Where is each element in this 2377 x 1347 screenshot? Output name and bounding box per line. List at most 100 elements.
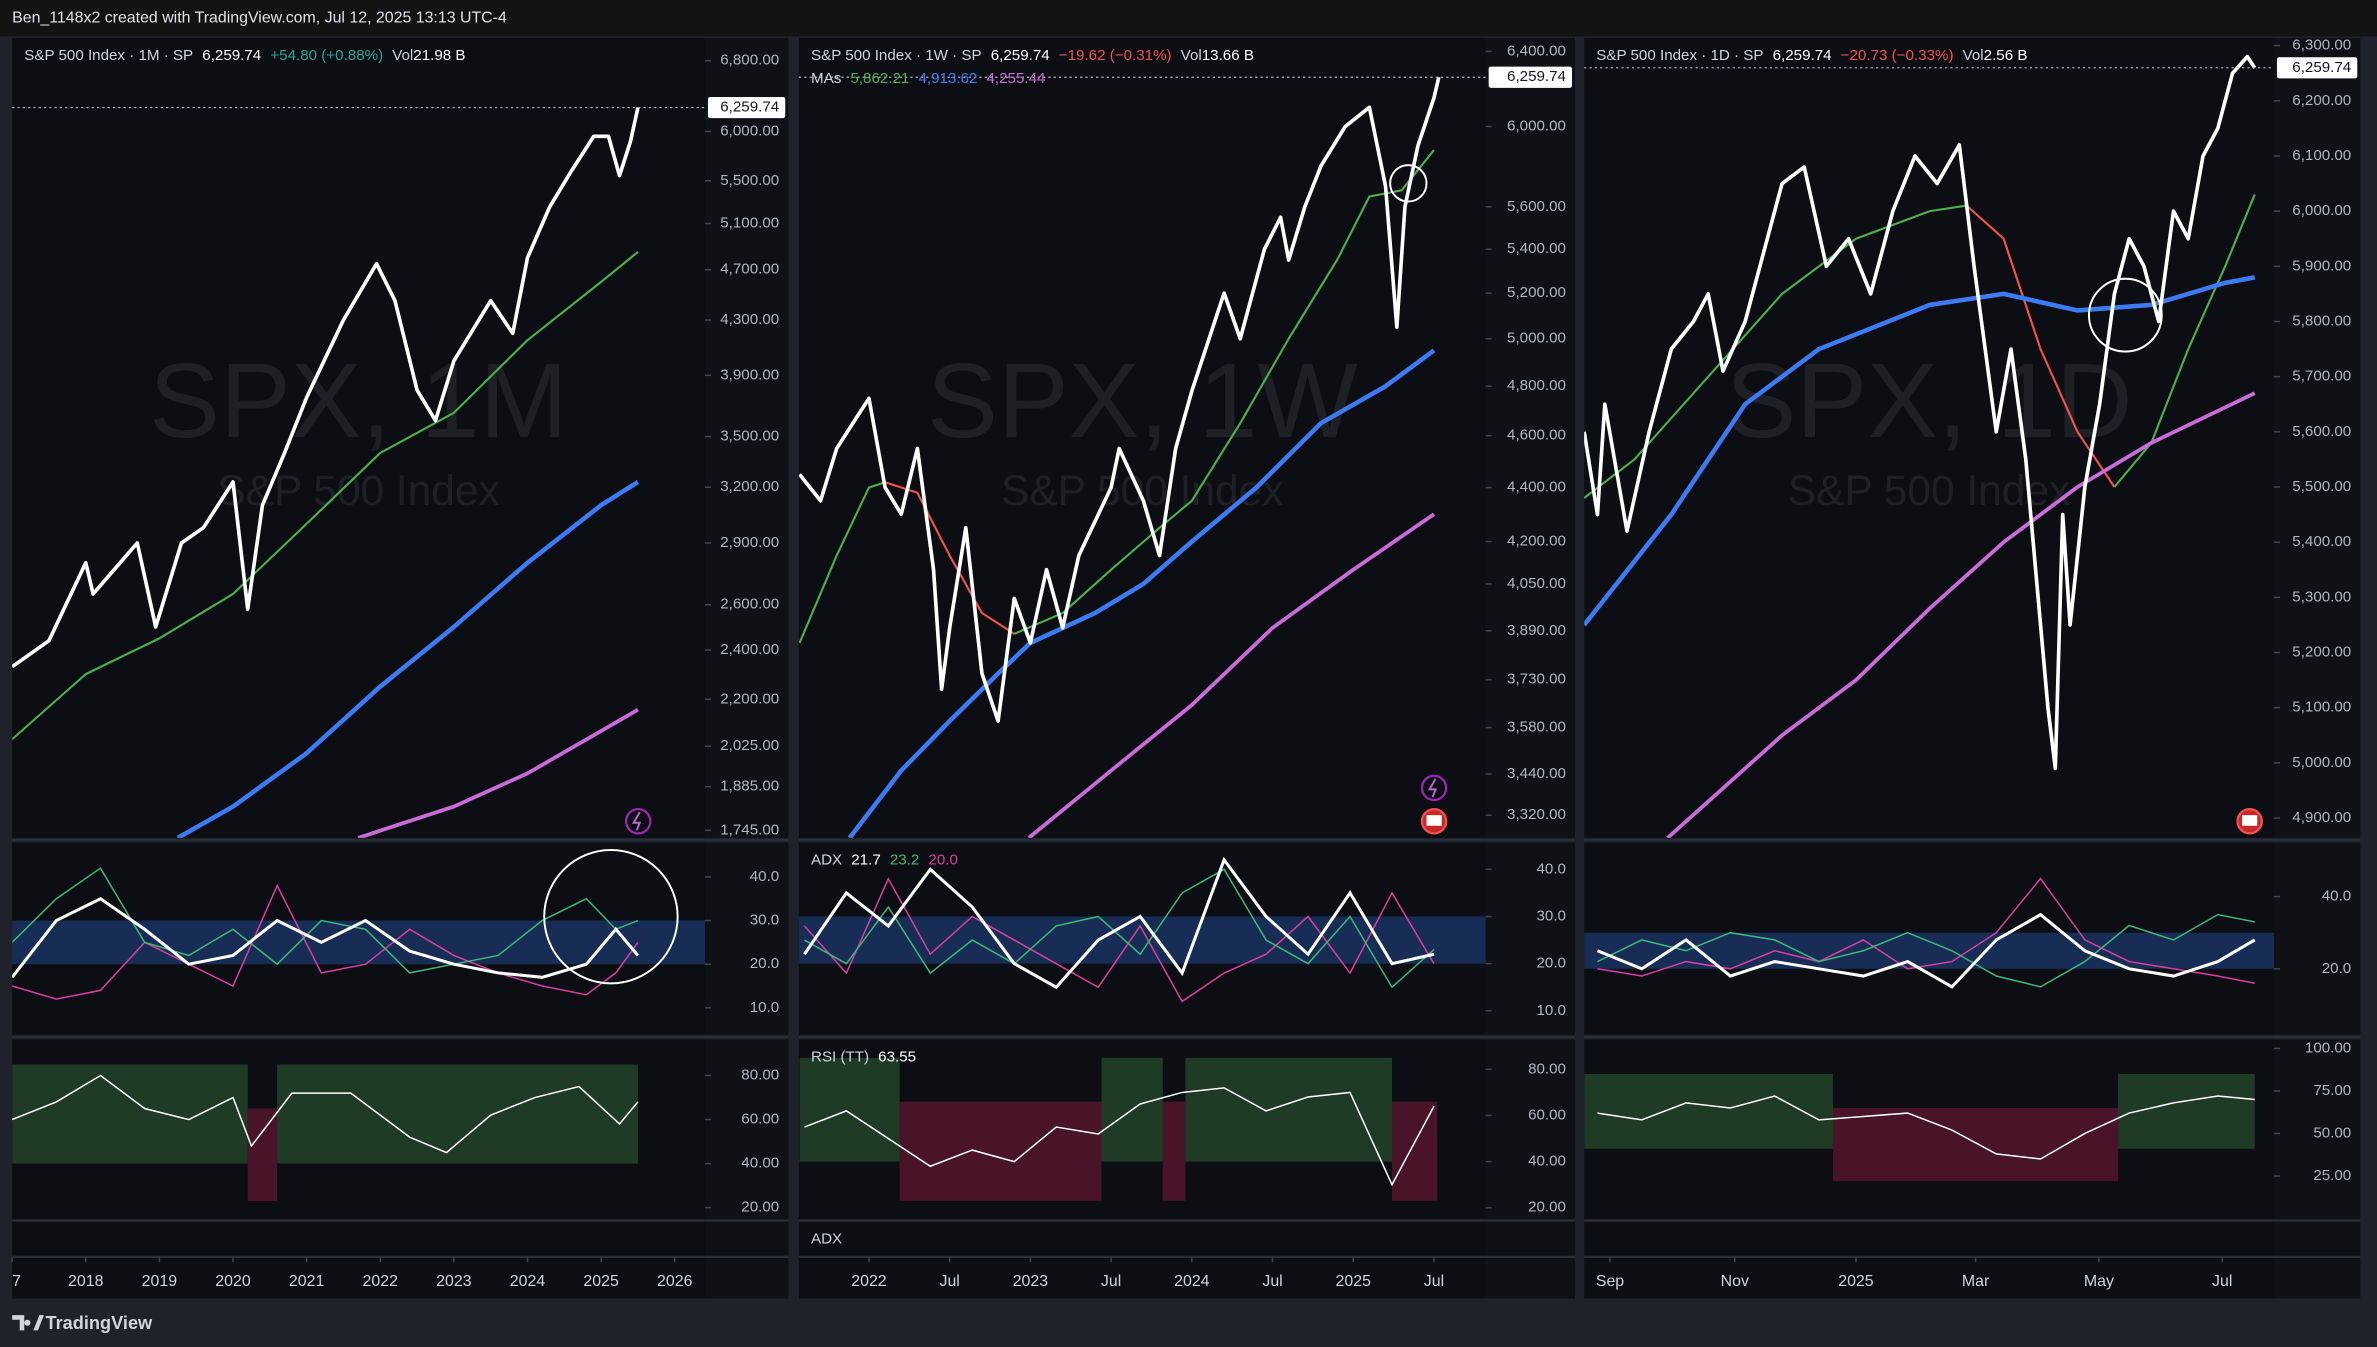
ma-value: 5,862.21: [850, 70, 909, 87]
y-tick-label: 5,900.00: [2292, 257, 2351, 274]
y-tick-label: 4,700.00: [720, 261, 779, 278]
x-tick-label: Jul: [1101, 1273, 1121, 1290]
price-line: [12, 251, 639, 741]
watermark: SPX, 1W: [927, 342, 1357, 460]
x-tick-label: 2023: [436, 1273, 472, 1290]
rsi-zone: [277, 1064, 638, 1164]
rsi-zone: [899, 1101, 1102, 1201]
y-tick-label: 5,200.00: [1507, 284, 1566, 301]
change: −20.73 (−0.33%): [1841, 47, 1954, 64]
y-tick-label: 5,500.00: [720, 172, 779, 189]
symbol-legend: S&P 500 Index · 1D · SP 6,259.74 −20.73 (−…: [1596, 47, 2027, 64]
axis-rsi: [1485, 1039, 1576, 1220]
x-tick-label: Jul: [940, 1273, 960, 1290]
axis-extra: [1485, 1221, 1576, 1257]
price-line: [357, 708, 639, 838]
vol-label: Vol: [1963, 47, 1984, 64]
y-tick-label: 40.0: [1536, 860, 1565, 877]
change: +54.80 (+0.88%): [270, 47, 383, 64]
y-tick-label: 6,000.00: [2292, 202, 2351, 219]
ma-label: MAs: [811, 70, 842, 87]
y-tick-label: 2,200.00: [720, 690, 779, 707]
y-tick-label: 4,400.00: [1507, 478, 1566, 495]
x-tick-label: 2020: [215, 1273, 251, 1290]
y-tick-label: 6,000.00: [720, 123, 779, 140]
ma-value: 4,255.44: [987, 70, 1046, 87]
symbol-legend: S&P 500 Index · 1M · SP 6,259.74 +54.80 (+…: [24, 47, 465, 64]
last-price-tag: [707, 96, 786, 119]
symbol: S&P 500 Index · 1D · SP: [1596, 47, 1763, 64]
y-tick-label: 3,500.00: [720, 428, 779, 445]
watermark: SPX, 1D: [1726, 342, 2133, 460]
watermark-sub: S&P 500 Index: [1001, 467, 1283, 514]
lightning-icon[interactable]: [1420, 774, 1448, 802]
y-tick-label: 10.0: [750, 999, 779, 1016]
x-tick-label: Sep: [1596, 1273, 1624, 1290]
annotation-circle: [2087, 277, 2163, 353]
change: −19.62 (−0.31%): [1059, 47, 1172, 64]
x-tick-label: Mar: [1962, 1273, 1990, 1290]
y-tick-label: 3,730.00: [1507, 671, 1566, 688]
axis-rsi: [704, 1039, 789, 1220]
y-tick-label: 4,800.00: [1507, 377, 1566, 394]
y-tick-label: 3,580.00: [1507, 719, 1566, 736]
pane-xaxis: [12, 1257, 705, 1299]
x-tick-label: 2021: [289, 1273, 325, 1290]
price-line: [847, 348, 1436, 838]
axis-main: [704, 37, 789, 838]
last-price-tag: [1488, 66, 1573, 88]
header-text: Ben_1148x2 created with TradingView.com,…: [12, 9, 507, 26]
y-tick-label: 30.0: [750, 912, 779, 929]
y-tick-label: 4,600.00: [1507, 427, 1566, 444]
y-tick-label: 6,200.00: [2292, 92, 2351, 109]
rsi-zone: [1162, 1101, 1186, 1201]
last-price-label: 6,259.74: [720, 99, 779, 116]
y-tick-label: 4,050.00: [1507, 575, 1566, 592]
lightning-icon[interactable]: [624, 807, 652, 835]
extra-pane-label: ADX: [811, 1230, 842, 1247]
y-tick-label: 5,200.00: [2292, 644, 2351, 661]
x-tick-label: 2022: [851, 1273, 887, 1290]
y-tick-label: 1,745.00: [720, 821, 779, 838]
axis-adx: [704, 842, 789, 1035]
ma-value: 4,913.62: [918, 70, 977, 87]
last-price-tag: [2276, 57, 2358, 79]
rsi-line: [12, 1074, 639, 1154]
adx-readout: 21.7: [851, 852, 880, 869]
y-tick-label: 5,100.00: [720, 215, 779, 232]
y-tick-label: 2,900.00: [720, 534, 779, 551]
y-tick-label: 5,300.00: [2292, 588, 2351, 605]
flag-glyph: [1426, 815, 1442, 826]
price-line: [1584, 275, 2256, 627]
y-tick-label: 50.00: [2313, 1124, 2351, 1141]
y-tick-label: 5,000.00: [2292, 754, 2351, 771]
adx-line: [12, 896, 640, 979]
rsi-zone: [1391, 1101, 1438, 1201]
price-line: [1013, 149, 1435, 635]
axis-xaxis: [704, 1257, 789, 1299]
vol: 13.66 B: [1202, 47, 1254, 64]
y-tick-label: 2,600.00: [720, 596, 779, 613]
x-tick-label: 2026: [657, 1273, 693, 1290]
y-tick-label: 20.0: [750, 955, 779, 972]
y-tick-label: 20.0: [2322, 960, 2351, 977]
y-tick-label: 5,400.00: [2292, 533, 2351, 550]
adx-band: [798, 916, 1486, 964]
last-price-label: 6,259.74: [2292, 59, 2351, 76]
pane-main: [798, 37, 1486, 838]
x-tick-label: 17: [3, 1273, 21, 1290]
y-tick-label: 5,600.00: [1507, 198, 1566, 215]
pane-xaxis: [1584, 1257, 2274, 1299]
brand-logo: [12, 1315, 44, 1331]
watermark: SPX, 1M: [149, 342, 568, 460]
y-tick-label: 6,800.00: [720, 52, 779, 69]
y-tick-label: 5,700.00: [2292, 368, 2351, 385]
price-line: [798, 76, 1441, 723]
y-tick-label: 80.00: [741, 1067, 779, 1084]
rsi-readout: 63.55: [878, 1049, 916, 1066]
y-tick-label: 5,800.00: [2292, 312, 2351, 329]
rsi-label: RSI (TT): [811, 1049, 869, 1066]
y-tick-label: 5,400.00: [1507, 240, 1566, 257]
adx-band: [12, 920, 705, 965]
